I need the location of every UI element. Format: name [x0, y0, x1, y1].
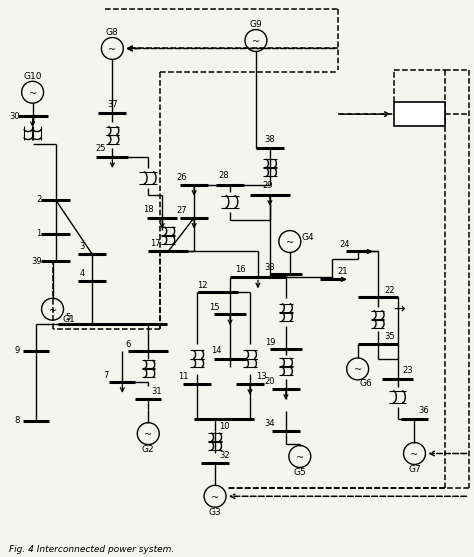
Text: ~: ~	[286, 238, 294, 247]
Text: 28: 28	[219, 172, 229, 180]
Text: 33: 33	[264, 263, 275, 272]
Text: 35: 35	[384, 331, 395, 340]
Text: G6: G6	[359, 379, 372, 388]
Text: 4: 4	[80, 269, 85, 278]
Text: ~: ~	[48, 306, 56, 315]
Text: 32: 32	[220, 451, 230, 460]
Text: ~: ~	[296, 453, 304, 462]
Text: ~: ~	[108, 45, 117, 54]
Text: 13: 13	[255, 373, 266, 382]
Text: 12: 12	[197, 281, 207, 290]
Text: G3: G3	[209, 508, 221, 517]
Text: 27: 27	[177, 206, 188, 215]
Text: G4: G4	[301, 233, 314, 242]
Text: 10: 10	[219, 422, 229, 431]
Text: 18: 18	[143, 205, 154, 214]
Text: 21: 21	[337, 267, 348, 276]
Text: G10: G10	[23, 72, 42, 81]
Text: WADC: WADC	[402, 109, 437, 119]
Text: 16: 16	[235, 265, 246, 274]
Text: 39: 39	[31, 257, 42, 266]
FancyBboxPatch shape	[393, 102, 446, 126]
Text: 5: 5	[66, 312, 71, 321]
Text: 34: 34	[264, 419, 275, 428]
Text: 19: 19	[264, 338, 275, 346]
Text: 37: 37	[107, 100, 118, 109]
Text: 31: 31	[151, 387, 162, 396]
Text: ~: ~	[211, 493, 219, 502]
Text: 36: 36	[418, 406, 429, 415]
Text: G7: G7	[408, 465, 421, 474]
Text: 29: 29	[263, 181, 273, 190]
Text: 17: 17	[150, 239, 161, 248]
Text: G2: G2	[142, 445, 155, 454]
Text: 3: 3	[80, 242, 85, 251]
Text: 9: 9	[14, 346, 19, 355]
Text: →: →	[393, 302, 405, 316]
Text: ~: ~	[252, 37, 260, 46]
Text: 15: 15	[209, 302, 219, 312]
Text: G1: G1	[62, 315, 75, 324]
Text: G5: G5	[293, 468, 306, 477]
Text: 25: 25	[95, 144, 106, 154]
Text: 38: 38	[264, 135, 275, 144]
Text: ~: ~	[354, 365, 362, 374]
Text: 22: 22	[384, 286, 395, 295]
Text: 8: 8	[14, 416, 19, 425]
Text: ~: ~	[410, 450, 419, 459]
Text: 6: 6	[126, 340, 131, 349]
Text: 14: 14	[211, 346, 221, 355]
Text: 23: 23	[402, 367, 413, 375]
Text: 30: 30	[9, 111, 20, 121]
Text: 11: 11	[178, 373, 188, 382]
Text: 26: 26	[177, 173, 188, 182]
Text: Fig. 4 Interconnected power system.: Fig. 4 Interconnected power system.	[9, 545, 174, 554]
Text: 24: 24	[339, 240, 350, 249]
Text: 20: 20	[264, 377, 275, 387]
Text: 2: 2	[36, 196, 41, 204]
Text: G8: G8	[106, 28, 119, 37]
Text: G9: G9	[250, 20, 262, 29]
Text: ~: ~	[28, 89, 36, 97]
Text: ~: ~	[144, 430, 152, 439]
Text: 1: 1	[36, 229, 41, 238]
Text: 7: 7	[104, 372, 109, 380]
